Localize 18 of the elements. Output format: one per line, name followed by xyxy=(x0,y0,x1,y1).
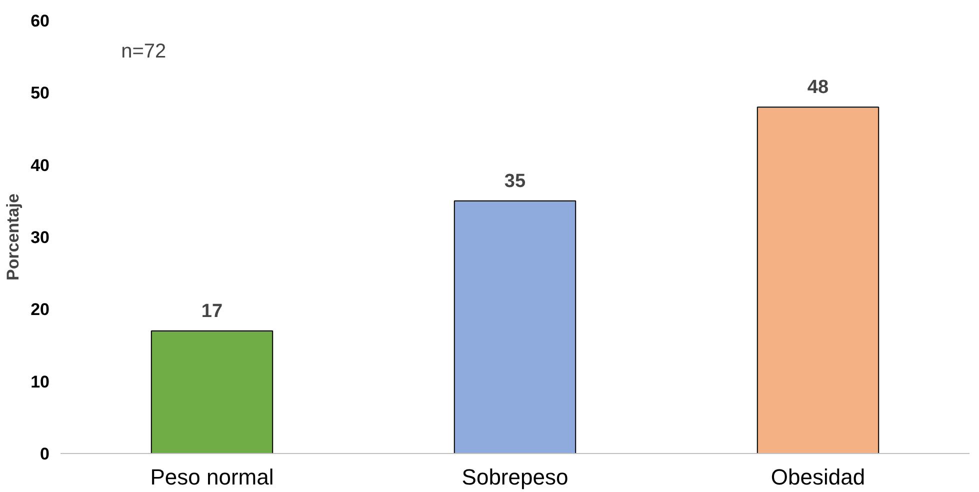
bar xyxy=(150,330,274,454)
y-tick-label: 20 xyxy=(30,300,50,320)
y-tick-label: 50 xyxy=(30,84,50,103)
x-tick-label: Obesidad xyxy=(770,464,866,490)
data-label: 35 xyxy=(504,170,526,192)
x-tick-label: Sobrepeso xyxy=(462,464,568,490)
y-axis-title: Porcentaje xyxy=(4,194,23,280)
bar xyxy=(756,106,880,454)
x-tick-label: Peso normal xyxy=(150,464,274,490)
y-tick-label: 60 xyxy=(30,12,50,30)
y-tick-label: 10 xyxy=(30,372,50,392)
annotation: n=72 xyxy=(121,40,166,62)
y-tick-label: 30 xyxy=(30,228,50,247)
y-tick-label: 40 xyxy=(30,156,50,175)
data-label: 17 xyxy=(201,300,223,322)
bar xyxy=(454,200,576,454)
data-label: 48 xyxy=(807,77,829,98)
y-tick-label: 0 xyxy=(40,444,50,464)
